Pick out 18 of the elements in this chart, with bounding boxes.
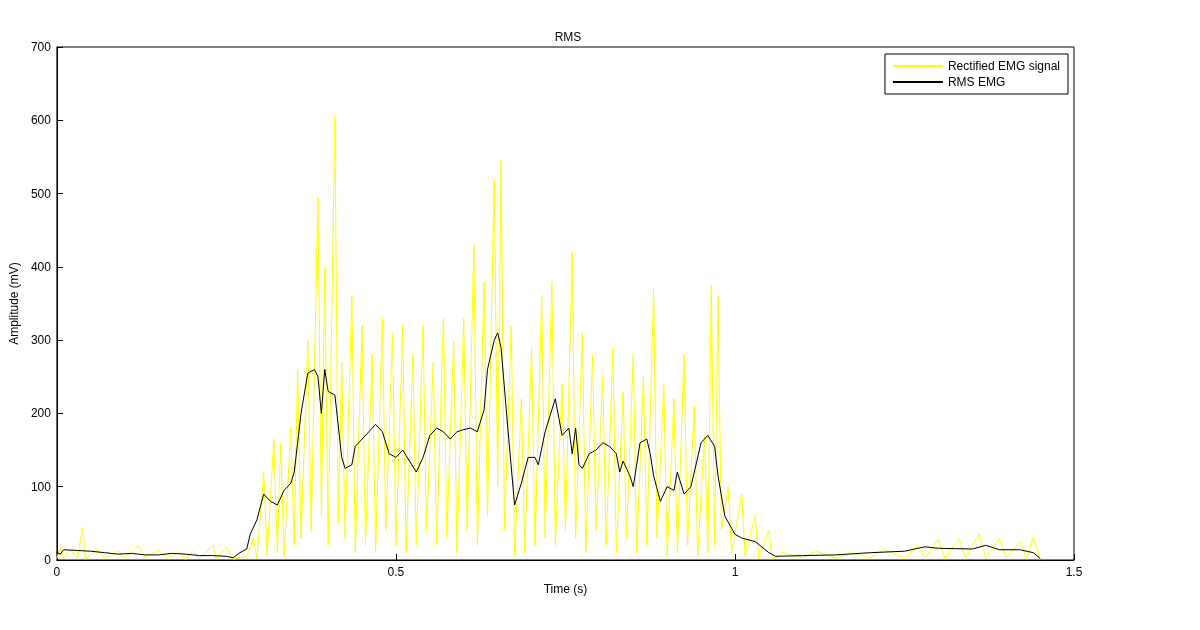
- y-tick-label: 500: [30, 186, 52, 201]
- x-axis-title: Time (s): [543, 581, 588, 596]
- y-axis-title: Amplitude (mV): [7, 262, 21, 345]
- x-tick-label: 1: [731, 565, 739, 579]
- y-tick-label: 200: [30, 406, 52, 421]
- y-tick-label: 400: [30, 259, 52, 274]
- chart-title: RMS: [554, 30, 582, 44]
- legend-label: Rectified EMG signal: [947, 59, 1060, 73]
- y-tick-label: 300: [30, 333, 52, 348]
- x-tick-label: 1.5: [1065, 565, 1083, 579]
- y-tick-label: 700: [30, 40, 52, 54]
- y-tick-label: 0: [44, 553, 52, 567]
- line-series: [56, 116, 1041, 561]
- x-tick-label: 0.5: [387, 565, 405, 579]
- x-tick-label: 0: [53, 565, 61, 579]
- y-tick-label: 100: [30, 479, 52, 494]
- legend-label: RMS EMG: [947, 75, 1006, 89]
- y-tick-label: 600: [30, 113, 52, 128]
